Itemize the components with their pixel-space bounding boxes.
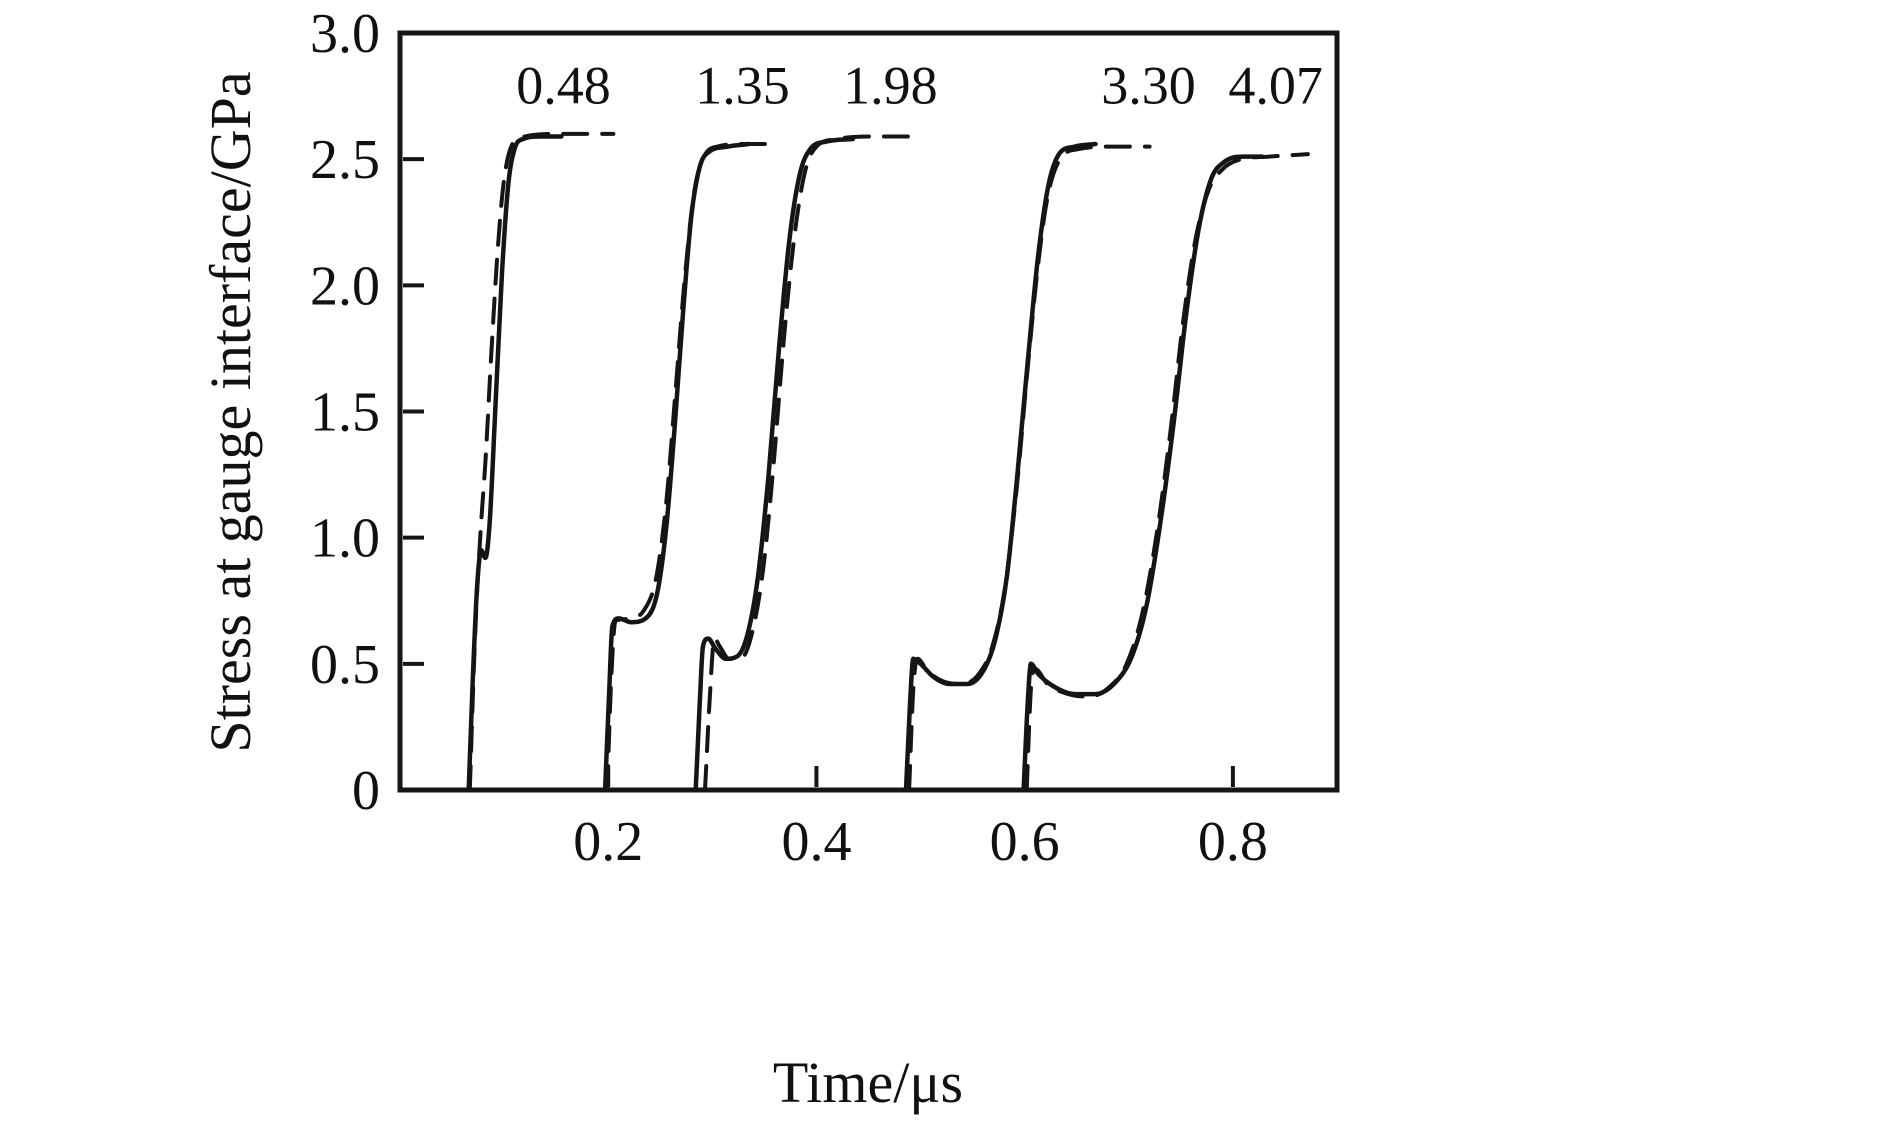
curve-label-1.35: 1.35	[695, 56, 790, 116]
curve-1.98-solid	[693, 136, 856, 793]
x-tick-label: 0.4	[781, 811, 851, 873]
y-tick-label: 0.5	[310, 634, 380, 696]
plot-frame	[397, 30, 1340, 793]
x-tick-label: 0.6	[990, 811, 1060, 873]
series-lines-group	[466, 131, 1310, 793]
curve-label-1.98: 1.98	[843, 56, 938, 116]
curve-1.98-dashed	[703, 134, 913, 792]
curve-0.48-solid	[466, 134, 564, 793]
curve-0.48-dashed	[467, 131, 616, 792]
y-tick-label: 2.5	[310, 129, 380, 191]
y-tick-label: 3.0	[310, 3, 380, 65]
curve-label-0.48: 0.48	[516, 56, 611, 116]
curve-4.07-solid	[1021, 154, 1265, 793]
curve-label-4.07: 4.07	[1228, 56, 1323, 116]
y-tick-label: 1.5	[310, 382, 380, 444]
tick-labels-group: 0.2 0.4 0.6 0.8 0 0.5 1.0 1.5 2.0 2.5 3.0	[310, 3, 1268, 873]
y-tick-label: 2.0	[310, 255, 380, 317]
curve-label-3.30: 3.30	[1101, 56, 1196, 116]
curve-4.07-dashed	[1024, 152, 1310, 792]
x-tick-label: 0.8	[1198, 811, 1268, 873]
y-axis-title: Stress at gauge interface/GPa	[198, 71, 263, 752]
curve-1.35-solid	[602, 141, 752, 793]
curve-1.35-dashed	[605, 142, 775, 792]
curve-labels-group: 0.48 1.35 1.98 3.30 4.07	[516, 56, 1323, 116]
curve-3.30-dashed	[907, 144, 1152, 792]
y-tick-label: 0	[352, 760, 380, 822]
x-axis-title: Time/μs	[773, 1050, 963, 1115]
y-tick-label: 1.0	[310, 508, 380, 570]
plot-frame-group	[397, 30, 1340, 793]
x-tick-label: 0.2	[573, 811, 643, 873]
